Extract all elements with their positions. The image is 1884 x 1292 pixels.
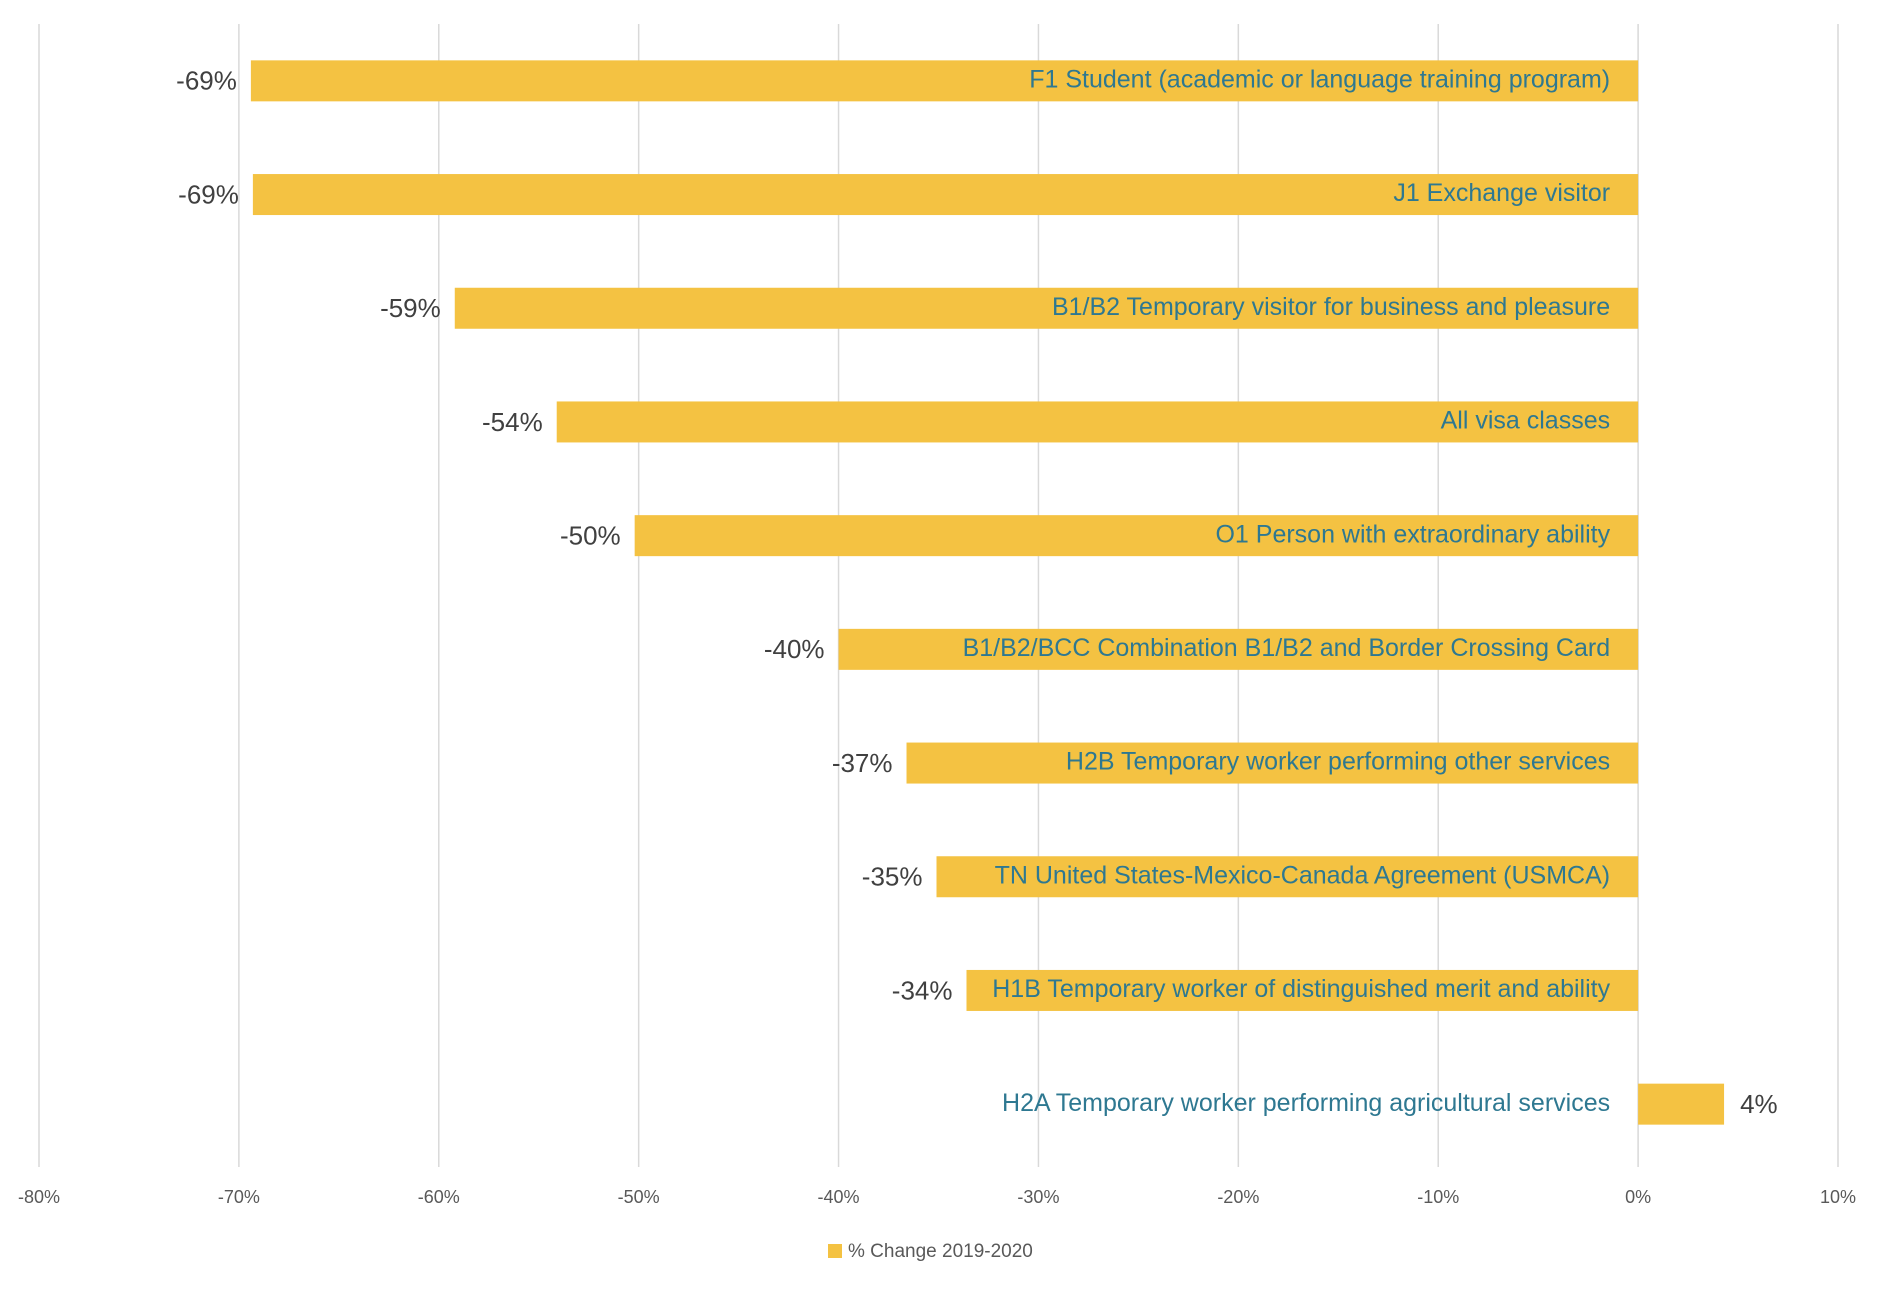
value-label: -69% bbox=[178, 179, 239, 209]
bar bbox=[454, 287, 1639, 329]
bar bbox=[936, 856, 1639, 898]
x-tick-label: -20% bbox=[1217, 1187, 1259, 1207]
bar bbox=[966, 969, 1639, 1011]
value-label: -59% bbox=[380, 293, 441, 323]
x-tick-label: -70% bbox=[218, 1187, 260, 1207]
value-label: -37% bbox=[832, 748, 893, 778]
bar bbox=[556, 401, 1639, 443]
legend-label: % Change 2019-2020 bbox=[848, 1241, 1033, 1262]
value-label: -40% bbox=[764, 634, 825, 664]
category-label: H2B Temporary worker performing other se… bbox=[1066, 748, 1610, 776]
x-tick-label: -50% bbox=[618, 1187, 660, 1207]
bar bbox=[250, 60, 1639, 102]
value-label: -69% bbox=[176, 66, 237, 96]
x-tick-label: -30% bbox=[1017, 1187, 1059, 1207]
category-label: H1B Temporary worker of distinguished me… bbox=[992, 975, 1610, 1003]
value-label: -54% bbox=[482, 407, 543, 437]
category-label: O1 Person with extraordinary ability bbox=[1215, 520, 1610, 548]
bar bbox=[906, 742, 1639, 784]
x-tick-label: 0% bbox=[1625, 1187, 1651, 1207]
category-label: B1/B2/BCC Combination B1/B2 and Border C… bbox=[963, 634, 1611, 662]
value-label: -50% bbox=[560, 521, 621, 551]
bar bbox=[252, 174, 1639, 216]
bar bbox=[838, 628, 1639, 670]
bar bbox=[634, 515, 1639, 557]
bar bbox=[1638, 1083, 1725, 1125]
category-label: F1 Student (academic or language trainin… bbox=[1029, 65, 1610, 93]
x-tick-label: -40% bbox=[818, 1187, 860, 1207]
legend-swatch bbox=[828, 1244, 842, 1258]
x-tick-label: -60% bbox=[418, 1187, 460, 1207]
value-label: -35% bbox=[862, 862, 923, 892]
category-label: B1/B2 Temporary visitor for business and… bbox=[1052, 293, 1610, 321]
x-tick-label: 10% bbox=[1820, 1187, 1856, 1207]
value-label: -34% bbox=[892, 975, 953, 1005]
category-label: All visa classes bbox=[1441, 407, 1611, 435]
x-tick-label: -10% bbox=[1417, 1187, 1459, 1207]
category-label: H2A Temporary worker performing agricult… bbox=[1002, 1089, 1610, 1117]
category-label: TN United States-Mexico-Canada Agreement… bbox=[995, 861, 1611, 889]
value-label: 4% bbox=[1740, 1089, 1778, 1119]
category-label: J1 Exchange visitor bbox=[1393, 179, 1610, 207]
x-tick-label: -80% bbox=[18, 1187, 60, 1207]
